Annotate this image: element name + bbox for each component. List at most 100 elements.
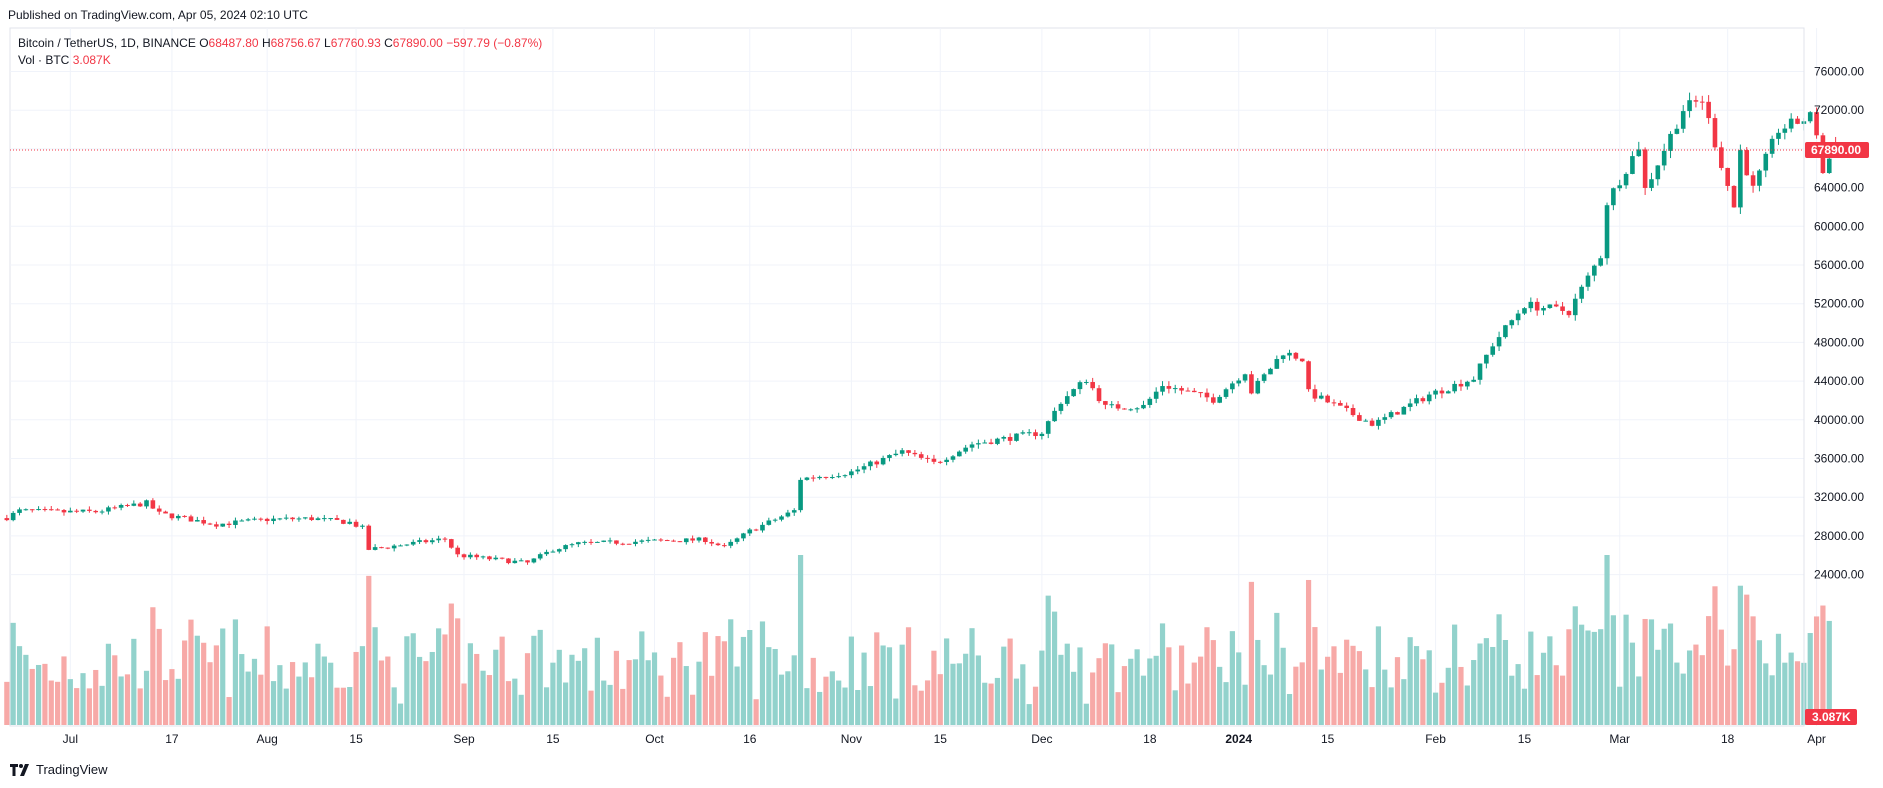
price-axis[interactable]: 76000.0072000.0068000.0064000.0060000.00… — [1803, 28, 1864, 726]
volume-bar — [10, 622, 16, 725]
time-tick-label: Feb — [1425, 732, 1446, 746]
time-tick-label: 2024 — [1225, 732, 1252, 746]
candle-body — [175, 515, 181, 519]
candle-body — [182, 515, 187, 517]
candle-body — [912, 452, 918, 455]
volume-bar — [1350, 645, 1356, 725]
candle-body — [493, 557, 499, 560]
volume-bar — [1591, 631, 1597, 725]
volume-bar — [277, 665, 283, 725]
candle-body — [1172, 388, 1178, 390]
candle-body — [233, 520, 238, 525]
candle-body — [1788, 118, 1794, 129]
volume-bar — [264, 626, 270, 725]
volume-bar — [1642, 618, 1648, 725]
volume-bar — [702, 632, 708, 725]
candle-body — [474, 554, 480, 558]
candle-body — [753, 529, 759, 531]
candle-body — [1033, 432, 1038, 437]
candle-body — [747, 529, 753, 534]
volume-bar — [1198, 656, 1204, 725]
candle-body — [677, 541, 683, 543]
volume-bar — [772, 648, 778, 725]
candle-body — [556, 549, 562, 552]
candle-body — [1484, 354, 1489, 364]
time-tick-label: 16 — [743, 732, 757, 746]
candle-body — [804, 477, 810, 480]
candle-body — [48, 509, 54, 511]
tradingview-brand: TradingView — [36, 762, 108, 777]
time-tick-label: Apr — [1807, 732, 1826, 746]
candle-body — [874, 461, 880, 465]
candle-body — [671, 540, 676, 542]
candle-body — [61, 510, 67, 513]
candle-body — [353, 521, 359, 527]
volume-bar — [1553, 665, 1559, 725]
candle-body — [150, 500, 156, 509]
chart-legend: Bitcoin / TetherUS, 1D, BINANCE O68487.8… — [18, 35, 542, 69]
candle-body — [214, 524, 219, 527]
candle-body — [1668, 133, 1673, 151]
candle-body — [1287, 352, 1292, 356]
volume-bar — [378, 660, 385, 725]
volume-bar — [1509, 675, 1515, 725]
volume-bar — [309, 677, 315, 725]
candle-body — [772, 519, 778, 521]
volume-bar — [1648, 619, 1655, 725]
volume-bar — [461, 683, 467, 725]
volume-bar — [867, 686, 874, 725]
time-tick-label: 18 — [1721, 732, 1735, 746]
volume-bar — [410, 633, 416, 725]
volume-bar — [42, 663, 48, 725]
volume-bar — [486, 675, 493, 725]
volume-bar — [848, 636, 854, 725]
last-price-label: 67890.00 — [1811, 143, 1861, 157]
candle-body — [1071, 389, 1076, 397]
candle-body — [544, 551, 549, 555]
candle-body — [766, 520, 772, 525]
candle-body — [595, 541, 600, 543]
candle-body — [582, 541, 587, 543]
time-axis[interactable]: Jul 17 Aug 15 Sep 15 Oct 16 Nov 15 Dec 18 2024 15 Feb 1… — [10, 725, 1883, 746]
volume-bar — [1401, 679, 1407, 725]
volume-bar — [80, 673, 86, 725]
volume-bar — [1655, 649, 1661, 725]
candle-body — [1509, 320, 1515, 326]
volume-bar — [715, 636, 721, 725]
last-value-markers: 67890.00 3.087K — [10, 141, 1869, 725]
candle-body — [99, 511, 105, 513]
volume-bar — [296, 676, 302, 725]
volume-bar — [1363, 669, 1369, 725]
volume-bar — [537, 629, 543, 725]
candle-body — [468, 554, 473, 558]
candle-body — [195, 520, 200, 522]
candle-body — [201, 520, 206, 524]
volume-bar — [1325, 656, 1331, 725]
volume-bar — [861, 652, 867, 725]
volume-bar — [467, 643, 473, 725]
volume-bar — [670, 657, 677, 725]
volume-bar — [1128, 658, 1134, 725]
volume-bar — [55, 681, 61, 725]
candle-body — [1687, 100, 1692, 112]
volume-bar — [1204, 627, 1210, 725]
volume-bar — [683, 666, 689, 725]
volume-bar — [328, 662, 334, 725]
candle-body — [1477, 363, 1483, 380]
candle-body — [296, 518, 302, 520]
candle-body — [537, 554, 543, 559]
volume-bar — [1109, 644, 1115, 725]
time-tick-label: 18 — [1143, 732, 1157, 746]
candle-body — [1725, 167, 1730, 186]
candle-body — [1115, 404, 1121, 409]
volume-bar — [1305, 579, 1312, 725]
volume-bar — [16, 646, 23, 725]
candle-body — [779, 516, 784, 520]
candle-body — [1001, 436, 1007, 439]
candle-body — [696, 537, 702, 541]
candle-body — [1826, 158, 1832, 174]
change-value: −597.79 (−0.87%) — [446, 36, 543, 50]
candle-body — [1528, 301, 1534, 309]
candle-body — [988, 442, 994, 444]
